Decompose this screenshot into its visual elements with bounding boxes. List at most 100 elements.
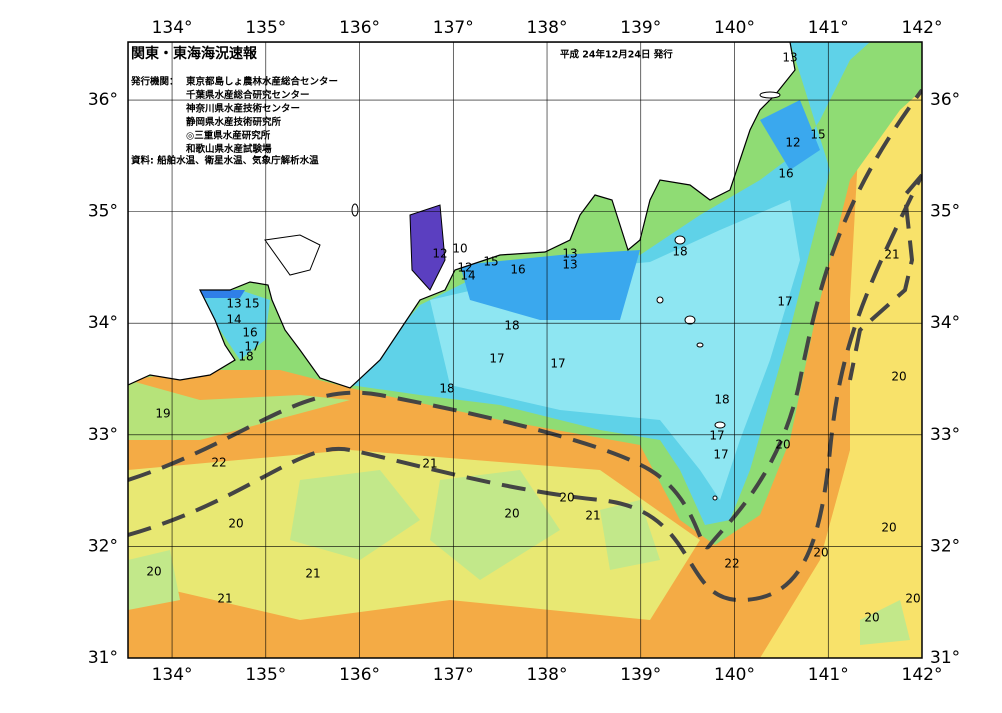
source: 資料: 船舶水温、衛星水温、気象庁解析水温 <box>131 155 319 167</box>
contour-label: 20 <box>905 592 920 606</box>
contour-label: 17 <box>489 352 504 366</box>
contour-label: 21 <box>585 509 600 523</box>
contour-label: 15 <box>810 128 825 142</box>
x-tick-label: 135° <box>245 18 286 38</box>
y-tick-label: 33° <box>88 425 118 445</box>
agency: 静岡県水産技術研究所 <box>186 116 282 128</box>
contour-label: 21 <box>217 592 232 606</box>
contour-label: 14 <box>460 269 475 283</box>
contour-label: 16 <box>242 326 257 340</box>
contour-label: 18 <box>504 319 519 333</box>
contour-label: 20 <box>559 491 574 505</box>
y-tick-label: 35° <box>88 202 118 222</box>
contour-label: 20 <box>775 438 790 452</box>
x-tick-label: 142° <box>902 665 943 685</box>
y-tick-label: 31° <box>930 648 960 668</box>
agency: 千葉県水産総合研究センター <box>186 89 310 101</box>
x-tick-label: 136° <box>339 665 380 685</box>
contour-label: 19 <box>155 407 170 421</box>
publisher-label: 発行機関： <box>130 76 179 88</box>
contour-label: 22 <box>724 557 739 571</box>
agency: 神奈川県水産技術センター <box>186 103 300 115</box>
contour-label: 17 <box>777 295 792 309</box>
contour-label: 12 <box>785 136 800 150</box>
contour-label: 20 <box>504 507 519 521</box>
contour-label: 13 <box>782 51 797 65</box>
x-tick-label: 141° <box>808 665 849 685</box>
contour-label: 17 <box>550 357 565 371</box>
x-tick-label: 140° <box>714 665 755 685</box>
x-tick-label: 135° <box>245 665 286 685</box>
x-tick-label: 142° <box>902 18 943 38</box>
islands <box>351 91 781 501</box>
x-tick-label: 137° <box>433 665 474 685</box>
yellow-water <box>128 450 700 620</box>
contour-label: 12 <box>457 261 472 275</box>
contour-label: 18 <box>714 393 729 407</box>
cold-water <box>200 290 270 360</box>
y-tick-label: 33° <box>930 425 960 445</box>
contour-label: 21 <box>305 567 320 581</box>
x-tick-label: 134° <box>152 18 193 38</box>
agency: ◎三重県水産研究所 <box>186 130 271 142</box>
contour-label: 18 <box>439 382 454 396</box>
ise-bay <box>409 204 446 291</box>
contour-label: 16 <box>510 263 525 277</box>
x-tick-label: 136° <box>339 18 380 38</box>
x-tick-label: 138° <box>527 18 568 38</box>
x-tick-label: 140° <box>714 18 755 38</box>
contour-label: 20 <box>891 370 906 384</box>
y-tick-label: 31° <box>88 648 118 668</box>
yellow-water <box>760 90 922 658</box>
contour-label: 18 <box>238 350 253 364</box>
x-tick-label: 139° <box>620 18 661 38</box>
contour-label: 15 <box>244 297 259 311</box>
cold-water <box>200 290 245 298</box>
land <box>128 42 796 389</box>
cold-water <box>430 200 800 500</box>
contour-label: 20 <box>146 565 161 579</box>
contour-label: 20 <box>881 521 896 535</box>
y-tick-label: 35° <box>930 202 960 222</box>
contour-label: 13 <box>562 258 577 272</box>
land <box>264 234 321 276</box>
contour-label: 21 <box>884 248 899 262</box>
contour-label: 17 <box>709 429 724 443</box>
y-tick-label: 32° <box>88 536 118 556</box>
light-green-water <box>290 470 660 580</box>
y-tick-label: 34° <box>930 313 960 333</box>
x-tick-label: 141° <box>808 18 849 38</box>
contour-label: 10 <box>452 242 467 256</box>
contour-label: 18 <box>672 245 687 259</box>
contour-label: 21 <box>422 457 437 471</box>
y-tick-label: 36° <box>930 90 960 110</box>
contour-label: 20 <box>228 517 243 531</box>
cold-water <box>460 100 820 320</box>
green-water <box>128 380 350 440</box>
agency: 和歌山県水産試験場 <box>185 143 272 155</box>
grid <box>128 42 922 658</box>
contour-label: 22 <box>211 456 226 470</box>
contour-label: 16 <box>778 167 793 181</box>
title: 関東・東海海況速報 <box>131 45 258 62</box>
contour-label: 13 <box>226 297 241 311</box>
contour-label: 20 <box>864 611 879 625</box>
x-tick-label: 137° <box>433 18 474 38</box>
y-tick-label: 34° <box>88 313 118 333</box>
issue-date: 平成 24年12月24日 発行 <box>560 49 673 61</box>
contour-label: 17 <box>713 448 728 462</box>
x-tick-label: 139° <box>620 665 661 685</box>
contour-label: 20 <box>813 546 828 560</box>
contour-label: 12 <box>432 247 447 261</box>
map-frame <box>127 41 923 659</box>
x-tick-label: 134° <box>152 665 193 685</box>
y-tick-label: 32° <box>930 536 960 556</box>
kuroshio-axis <box>128 88 922 603</box>
y-tick-label: 36° <box>88 90 118 110</box>
agency: 東京都島しょ農林水産総合センター <box>185 76 338 88</box>
contour-label: 17 <box>244 340 259 354</box>
contour-label: 14 <box>226 313 241 327</box>
